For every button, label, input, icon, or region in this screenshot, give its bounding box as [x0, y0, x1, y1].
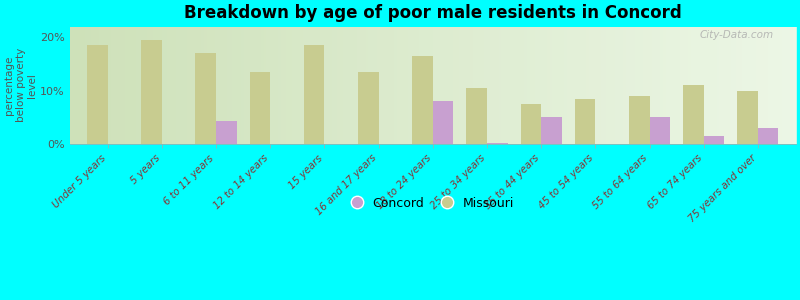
Bar	[142, 40, 162, 144]
Bar	[195, 53, 216, 144]
Bar	[521, 104, 541, 144]
Text: City-Data.com: City-Data.com	[700, 30, 774, 40]
Bar	[738, 91, 758, 144]
Bar	[250, 72, 270, 144]
Bar	[758, 128, 778, 144]
Bar	[683, 85, 704, 144]
Bar	[650, 117, 670, 144]
Bar	[433, 101, 454, 144]
Y-axis label: percentage
below poverty
level: percentage below poverty level	[4, 48, 38, 122]
Bar	[412, 56, 433, 144]
Bar	[487, 143, 507, 144]
Bar	[541, 117, 562, 144]
Bar	[216, 122, 237, 144]
Bar	[466, 88, 487, 144]
Bar	[704, 136, 724, 144]
Title: Breakdown by age of poor male residents in Concord: Breakdown by age of poor male residents …	[184, 4, 682, 22]
Legend: Concord, Missouri: Concord, Missouri	[352, 197, 514, 210]
Bar	[87, 45, 108, 144]
Bar	[304, 45, 325, 144]
Bar	[358, 72, 378, 144]
Bar	[574, 98, 595, 144]
Bar	[629, 96, 650, 144]
